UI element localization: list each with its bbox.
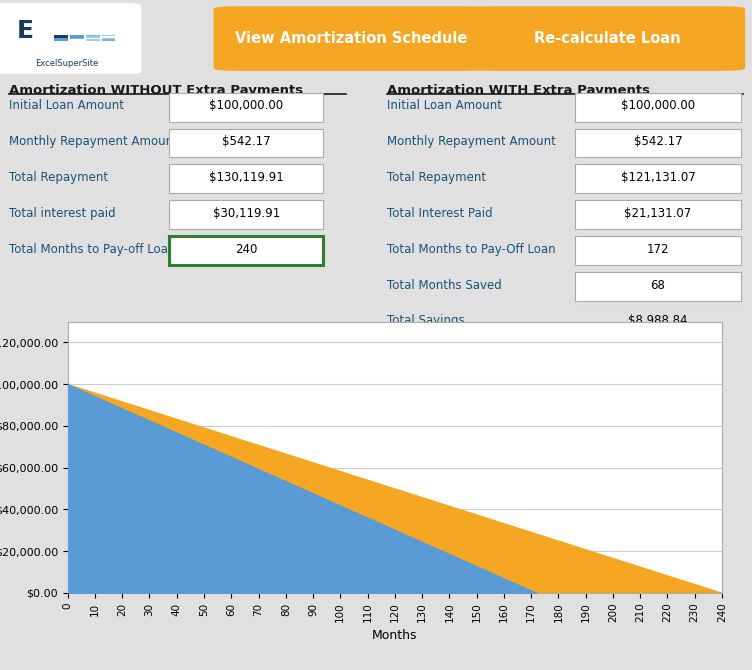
FancyBboxPatch shape bbox=[102, 36, 115, 38]
FancyBboxPatch shape bbox=[54, 35, 68, 36]
Text: Total Repayment: Total Repayment bbox=[9, 171, 108, 184]
Text: E: E bbox=[17, 19, 34, 43]
Text: Total interest paid: Total interest paid bbox=[9, 207, 116, 220]
FancyBboxPatch shape bbox=[54, 38, 68, 40]
FancyBboxPatch shape bbox=[470, 7, 744, 70]
FancyBboxPatch shape bbox=[102, 38, 115, 40]
Text: $121,131.07: $121,131.07 bbox=[620, 171, 696, 184]
Text: Amortization WITH Extra Payments: Amortization WITH Extra Payments bbox=[387, 84, 650, 97]
Text: Total Interest Paid: Total Interest Paid bbox=[387, 207, 493, 220]
Text: Amortization WITHOUT Extra Payments: Amortization WITHOUT Extra Payments bbox=[9, 84, 303, 97]
FancyBboxPatch shape bbox=[169, 164, 323, 194]
Text: $100,000.00: $100,000.00 bbox=[621, 99, 695, 113]
FancyBboxPatch shape bbox=[54, 36, 68, 38]
Text: ExcelSuperSite: ExcelSuperSite bbox=[35, 59, 99, 68]
Text: $130,119.91: $130,119.91 bbox=[209, 171, 284, 184]
Text: 172: 172 bbox=[647, 243, 669, 256]
Text: Monthly Repayment Amount: Monthly Repayment Amount bbox=[387, 135, 556, 148]
FancyBboxPatch shape bbox=[102, 40, 115, 41]
FancyBboxPatch shape bbox=[54, 40, 68, 41]
Text: Total Months to Pay-off Loan: Total Months to Pay-off Loan bbox=[9, 243, 175, 256]
Text: $542.17: $542.17 bbox=[634, 135, 682, 148]
Text: Re-calculate Loan: Re-calculate Loan bbox=[534, 31, 681, 46]
Text: View Amortization Schedule: View Amortization Schedule bbox=[235, 31, 468, 46]
Point bbox=[5, 90, 14, 98]
Text: Initial Loan Amount: Initial Loan Amount bbox=[9, 99, 124, 113]
Text: Total Months Saved: Total Months Saved bbox=[387, 279, 502, 291]
FancyBboxPatch shape bbox=[575, 200, 741, 229]
FancyBboxPatch shape bbox=[575, 236, 741, 265]
FancyBboxPatch shape bbox=[70, 40, 83, 41]
FancyBboxPatch shape bbox=[86, 38, 99, 40]
FancyBboxPatch shape bbox=[102, 35, 115, 36]
Text: Total Savings: Total Savings bbox=[387, 314, 465, 328]
Point bbox=[341, 90, 350, 98]
Text: $8,988.84: $8,988.84 bbox=[628, 314, 688, 328]
FancyBboxPatch shape bbox=[169, 200, 323, 229]
Text: $100,000.00: $100,000.00 bbox=[209, 99, 284, 113]
FancyBboxPatch shape bbox=[169, 236, 323, 265]
Text: $21,131.07: $21,131.07 bbox=[624, 207, 692, 220]
FancyBboxPatch shape bbox=[86, 40, 99, 41]
Text: $30,119.91: $30,119.91 bbox=[213, 207, 280, 220]
FancyBboxPatch shape bbox=[86, 36, 99, 38]
Text: $542.17: $542.17 bbox=[222, 135, 271, 148]
FancyBboxPatch shape bbox=[575, 92, 741, 122]
Text: 240: 240 bbox=[235, 243, 257, 256]
Text: Monthly Repayment Amount: Monthly Repayment Amount bbox=[9, 135, 178, 148]
FancyBboxPatch shape bbox=[70, 38, 83, 40]
FancyBboxPatch shape bbox=[575, 308, 741, 336]
FancyBboxPatch shape bbox=[169, 129, 323, 157]
Text: Initial Loan Amount: Initial Loan Amount bbox=[387, 99, 502, 113]
FancyBboxPatch shape bbox=[86, 35, 99, 36]
FancyBboxPatch shape bbox=[169, 92, 323, 122]
FancyBboxPatch shape bbox=[70, 36, 83, 38]
FancyBboxPatch shape bbox=[575, 129, 741, 157]
Point bbox=[383, 90, 392, 98]
FancyBboxPatch shape bbox=[575, 164, 741, 194]
FancyBboxPatch shape bbox=[214, 7, 489, 70]
Point bbox=[738, 90, 747, 98]
Text: 68: 68 bbox=[650, 279, 666, 291]
FancyBboxPatch shape bbox=[70, 35, 83, 36]
X-axis label: Months: Months bbox=[372, 629, 417, 643]
Text: Total Repayment: Total Repayment bbox=[387, 171, 487, 184]
FancyBboxPatch shape bbox=[0, 4, 141, 73]
Text: Total Months to Pay-Off Loan: Total Months to Pay-Off Loan bbox=[387, 243, 556, 256]
FancyBboxPatch shape bbox=[575, 272, 741, 301]
